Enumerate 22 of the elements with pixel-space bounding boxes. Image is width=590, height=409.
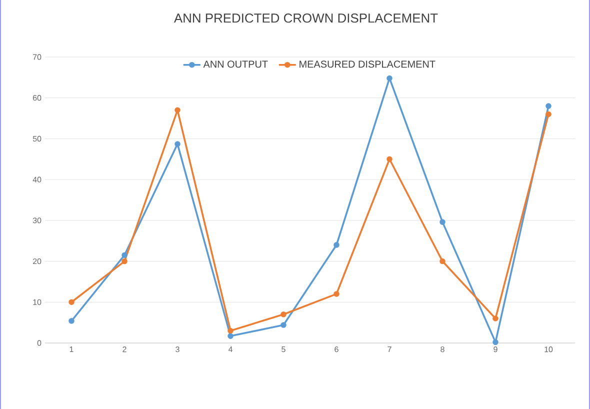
- point: [280, 312, 286, 318]
- point: [280, 322, 286, 328]
- point: [386, 156, 392, 162]
- point: [440, 258, 446, 264]
- point: [122, 252, 128, 258]
- point: [440, 219, 446, 225]
- point: [228, 328, 234, 334]
- point: [386, 75, 392, 82]
- point: [174, 141, 180, 147]
- point: [546, 111, 552, 118]
- legend-label: MEASURED DISPLACEMENT: [300, 60, 436, 68]
- chart-title: ANN PREDICTED CROWN DISPLACEMENT: [174, 14, 438, 23]
- point: [334, 291, 340, 297]
- point: [228, 333, 234, 339]
- point: [122, 258, 128, 264]
- legend-label: ANN OUTPUT: [203, 60, 268, 68]
- point: [68, 318, 74, 324]
- point: [68, 299, 74, 306]
- point: [492, 316, 498, 322]
- point: [546, 103, 552, 109]
- point: [492, 339, 498, 346]
- point: [334, 242, 340, 248]
